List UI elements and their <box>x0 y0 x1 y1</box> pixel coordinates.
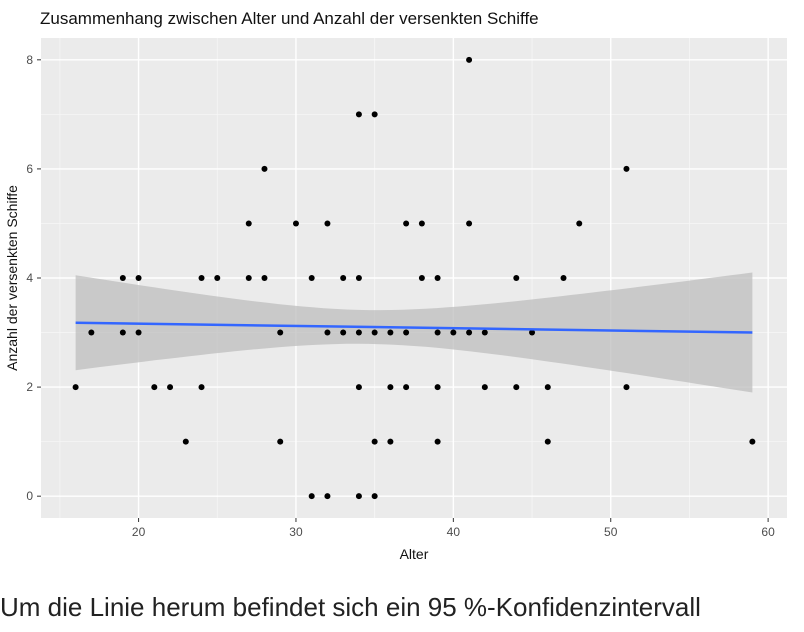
data-point <box>135 329 142 336</box>
confidence-band <box>75 272 753 393</box>
data-point <box>387 329 394 336</box>
data-point <box>277 438 284 445</box>
x-tick-label: 50 <box>604 525 618 539</box>
x-tick-label: 40 <box>447 525 461 539</box>
caption-text: Um die Linie herum befindet sich ein 95 … <box>0 592 701 622</box>
data-point <box>387 384 394 391</box>
y-axis-ticks: 0 2 4 6 8 <box>26 53 41 503</box>
data-point <box>308 275 315 281</box>
data-points <box>72 56 756 500</box>
data-point <box>466 56 473 63</box>
data-point <box>466 220 473 227</box>
data-point <box>434 438 441 445</box>
data-point <box>72 384 79 391</box>
data-point <box>418 220 425 227</box>
data-point <box>135 275 142 281</box>
regression-line <box>75 321 753 334</box>
data-point <box>544 384 551 391</box>
data-point <box>434 329 441 336</box>
data-point <box>403 220 410 227</box>
data-point <box>261 165 268 172</box>
x-axis-ticks: 20 30 40 50 60 <box>132 518 775 539</box>
data-point <box>371 438 378 445</box>
data-point <box>277 329 284 336</box>
x-tick-label: 30 <box>289 525 303 539</box>
data-point <box>403 384 410 391</box>
y-axis-label: Anzahl der versenkten Schiffe <box>4 185 20 371</box>
data-point <box>261 275 268 281</box>
data-point <box>340 275 347 281</box>
data-point <box>324 329 331 336</box>
data-point <box>119 329 126 336</box>
data-point <box>214 275 221 281</box>
data-point <box>481 329 488 336</box>
data-point <box>466 329 473 336</box>
data-point <box>529 329 536 336</box>
data-point <box>513 275 520 281</box>
data-point <box>576 220 583 227</box>
y-tick-label: 8 <box>26 53 33 67</box>
data-point <box>355 329 362 336</box>
data-point <box>167 384 174 391</box>
data-point <box>292 220 299 227</box>
data-point <box>371 329 378 336</box>
data-point <box>355 275 362 281</box>
data-point <box>403 329 410 336</box>
data-point <box>371 493 378 500</box>
data-point <box>245 220 252 227</box>
data-point <box>623 384 630 391</box>
data-point <box>355 384 362 391</box>
y-tick-label: 4 <box>26 271 33 285</box>
data-point <box>198 384 205 391</box>
data-point <box>245 275 252 281</box>
data-point <box>324 493 331 500</box>
x-tick-label: 60 <box>761 525 775 539</box>
scatter-chart: Zusammenhang zwischen Alter und Anzahl d… <box>4 9 787 562</box>
data-point <box>434 275 441 281</box>
x-tick-label: 20 <box>132 525 146 539</box>
data-point <box>623 165 630 172</box>
data-point <box>308 493 315 500</box>
data-point <box>88 329 95 336</box>
x-axis-label: Alter <box>400 546 429 562</box>
y-tick-label: 6 <box>26 162 33 176</box>
data-point <box>749 438 756 445</box>
data-point <box>371 111 378 118</box>
data-point <box>182 438 189 445</box>
data-point <box>119 275 126 281</box>
data-point <box>324 220 331 227</box>
data-point <box>481 384 488 391</box>
data-point <box>513 384 520 391</box>
data-point <box>560 275 567 281</box>
data-point <box>151 384 158 391</box>
data-point <box>434 384 441 391</box>
data-point <box>340 329 347 336</box>
data-point <box>355 111 362 118</box>
data-point <box>418 275 425 281</box>
data-point <box>198 275 205 281</box>
chart-title: Zusammenhang zwischen Alter und Anzahl d… <box>40 9 539 28</box>
data-point <box>355 493 362 500</box>
data-point <box>544 438 551 445</box>
y-tick-label: 2 <box>26 380 33 394</box>
y-tick-label: 0 <box>26 489 33 503</box>
data-point <box>387 438 394 445</box>
data-point <box>450 329 457 336</box>
